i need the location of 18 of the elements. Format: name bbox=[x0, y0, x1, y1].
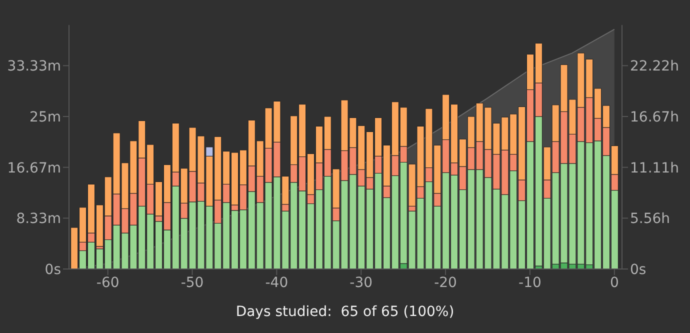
y-tick-label: 8.33m bbox=[16, 211, 61, 228]
y-tick-label: 16.67m bbox=[7, 160, 61, 176]
x-tick-label: -10 bbox=[518, 274, 542, 291]
x-tick-label: -20 bbox=[434, 274, 457, 291]
x-tick-label: -60 bbox=[96, 274, 120, 291]
y2-tick-label: 22.22h bbox=[630, 58, 679, 75]
x-tick-label: -50 bbox=[180, 274, 204, 291]
x-tick-label: -40 bbox=[265, 274, 288, 291]
y2-tick-label: 11.11h bbox=[630, 160, 679, 176]
y2-tick-label: 16.67h bbox=[630, 109, 679, 126]
y2-tick-label: 0s bbox=[630, 262, 646, 278]
y-tick-label: 25m bbox=[30, 109, 61, 126]
x-axis-title: Days studied: 65 of 65 (100%) bbox=[234, 304, 456, 320]
y-tick-label: 0s bbox=[44, 262, 61, 278]
y2-tick-label: 5.56h bbox=[630, 211, 670, 228]
y-tick-label: 33.33m bbox=[7, 58, 61, 75]
x-tick-label: 0 bbox=[610, 274, 619, 291]
x-tick-label: -30 bbox=[350, 274, 373, 291]
